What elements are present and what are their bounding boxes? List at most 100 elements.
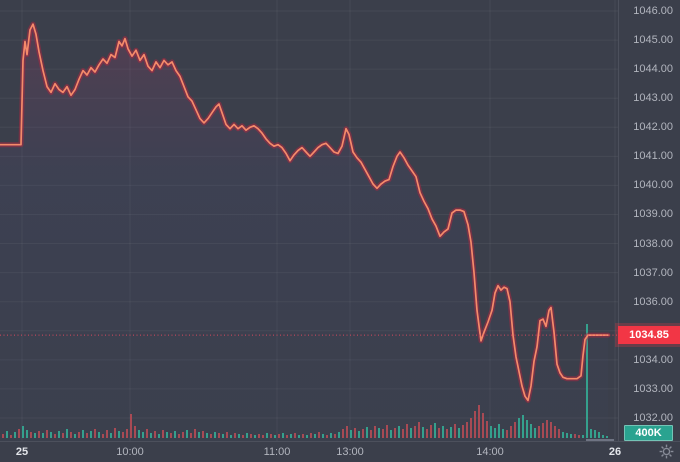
volume-bar (230, 435, 232, 438)
volume-bar (158, 434, 160, 438)
price-axis-label: 1038.00 (633, 237, 673, 250)
time-axis-label: 25 (15, 446, 29, 458)
volume-bar (258, 434, 260, 438)
volume-bar (486, 421, 488, 438)
volume-bar (62, 433, 64, 438)
volume-bar (454, 424, 456, 438)
volume-bar (446, 429, 448, 438)
volume-bar (186, 430, 188, 438)
price-axis-label: 1042.00 (633, 121, 673, 134)
volume-bar (554, 426, 556, 438)
volume-bar (342, 429, 344, 438)
volume-bar (522, 415, 524, 438)
volume-bar (110, 433, 112, 438)
volume-bar (462, 425, 464, 438)
time-axis-label: 10:00 (116, 446, 144, 458)
price-axis[interactable]: 1046.00 1045.00 1044.00 1043.00 1042.00 1041.… (618, 0, 680, 441)
volume-bar (550, 422, 552, 438)
volume-bar (206, 433, 208, 438)
volume-bar (350, 430, 352, 438)
volume-bar (482, 413, 484, 438)
volume-bar (562, 432, 564, 438)
volume-bar (426, 429, 428, 438)
axis-settings-button[interactable] (657, 442, 675, 460)
volume-bar (586, 324, 588, 438)
volume-bar (298, 435, 300, 438)
volume-bar (314, 434, 316, 438)
volume-bar (98, 432, 100, 438)
volume-bar (494, 428, 496, 438)
volume-bar (534, 428, 536, 438)
volume-bar (170, 433, 172, 438)
volume-bar (134, 426, 136, 438)
volume-bar (542, 423, 544, 438)
volume-bar (154, 431, 156, 438)
volume-bar (166, 432, 168, 438)
volume-bar (210, 434, 212, 438)
chart-plot-area[interactable] (0, 0, 618, 441)
current-volume-badge: 400K (624, 425, 673, 441)
volume-bar (250, 434, 252, 438)
price-axis-label: 1037.00 (633, 266, 673, 279)
volume-bar (2, 434, 4, 438)
volume-bar (338, 432, 340, 438)
volume-bar (362, 429, 364, 438)
volume-bar (530, 424, 532, 438)
volume-bar (222, 434, 224, 438)
gear-icon (659, 444, 673, 458)
volume-bar (58, 431, 60, 438)
volume-bar (122, 432, 124, 438)
volume-bar (406, 424, 408, 438)
time-axis-label: 14:00 (476, 446, 504, 458)
volume-bar (10, 435, 12, 438)
volume-bar (74, 434, 76, 438)
volume-bar (150, 433, 152, 438)
volume-bar (318, 432, 320, 438)
volume-bar (286, 435, 288, 438)
volume-bar (22, 426, 24, 438)
volume-bar (438, 428, 440, 438)
volume-bar (558, 429, 560, 438)
volume-bar (358, 431, 360, 438)
volume-bar (566, 433, 568, 438)
time-axis[interactable]: 25 10:00 11:00 13:00 14:00 26 (0, 441, 680, 462)
volume-bar (366, 427, 368, 438)
volume-bar (322, 434, 324, 438)
volume-bar (422, 427, 424, 438)
volume-bar (478, 405, 480, 438)
volume-bar (18, 429, 20, 438)
price-chart-canvas[interactable] (0, 0, 618, 441)
volume-bar (514, 422, 516, 438)
volume-bar (262, 435, 264, 438)
price-axis-label: 1034.00 (633, 353, 673, 366)
last-price-label: 1034.85 (618, 326, 680, 345)
volume-bar (90, 431, 92, 438)
volume-bar (490, 426, 492, 438)
time-axis-label: 11:00 (263, 446, 291, 458)
price-axis-label: 1039.00 (633, 208, 673, 221)
price-line (0, 23, 609, 402)
volume-bar (178, 434, 180, 438)
volume-bar (434, 423, 436, 438)
volume-bar (162, 430, 164, 438)
volume-bar (118, 431, 120, 438)
volume-bar (398, 426, 400, 438)
volume-bar (102, 434, 104, 438)
time-axis-label: 26 (608, 446, 622, 458)
volume-bar (570, 434, 572, 438)
volume-bar (106, 430, 108, 438)
volume-bar (470, 418, 472, 438)
volume-bar (374, 426, 376, 438)
volume-bar (334, 434, 336, 438)
volume-bar (214, 432, 216, 438)
volume-bar (326, 435, 328, 438)
volume-bar (238, 434, 240, 438)
volume-bar (386, 425, 388, 438)
volume-bar (70, 432, 72, 438)
price-axis-label: 1046.00 (633, 5, 673, 17)
volume-bar (34, 433, 36, 438)
volume-bar (50, 432, 52, 438)
volume-bar (82, 430, 84, 438)
volume-bar (290, 434, 292, 438)
